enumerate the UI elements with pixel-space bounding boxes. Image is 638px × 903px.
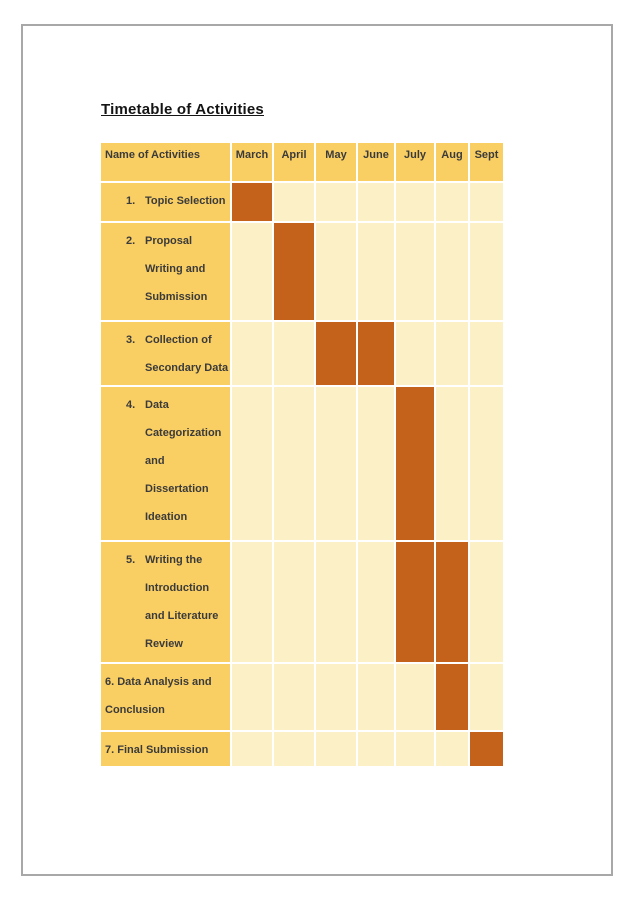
gantt-empty-cell	[396, 322, 434, 385]
gantt-empty-cell	[316, 223, 356, 320]
activity-label-text: Proposal Writing and Submission	[145, 223, 230, 311]
gantt-empty-cell	[470, 387, 503, 540]
activity-label-cell: 3. Collection of Secondary Data	[101, 322, 230, 385]
gantt-empty-cell	[316, 542, 356, 662]
activity-label-text: Writing the Introduction and Literature Rev…	[145, 542, 230, 658]
activity-label-text: 7. Final Submission	[101, 732, 230, 764]
gantt-empty-cell	[232, 322, 272, 385]
gantt-empty-cell	[358, 223, 394, 320]
gantt-empty-cell	[436, 732, 468, 766]
gantt-empty-cell	[358, 664, 394, 730]
activity-label-line: Data	[145, 399, 169, 411]
gantt-empty-cell	[274, 322, 314, 385]
activity-label-line: Writing the	[145, 554, 203, 566]
gantt-empty-cell	[358, 732, 394, 766]
gantt-empty-cell	[232, 732, 272, 766]
gantt-bar-cell	[358, 322, 394, 385]
gantt-bar-cell	[436, 542, 468, 662]
column-header-name-of-activities: Name of Activities	[101, 143, 230, 181]
gantt-bar-cell	[436, 664, 468, 730]
column-header-july: July	[396, 143, 434, 181]
activity-label-line: Introduction	[145, 582, 210, 594]
activity-label-line: 6. Data Analysis and	[105, 676, 212, 688]
activity-number: 3.	[126, 334, 136, 346]
activity-label-line: Review	[145, 638, 183, 650]
gantt-empty-cell	[316, 387, 356, 540]
gantt-empty-cell	[232, 387, 272, 540]
gantt-bar-cell	[470, 732, 503, 766]
gantt-empty-cell	[358, 542, 394, 662]
gantt-empty-cell	[436, 223, 468, 320]
gantt-empty-cell	[274, 387, 314, 540]
activity-label-line: Writing and	[145, 263, 206, 275]
document-page: Timetable of Activities Name of Activiti…	[21, 24, 613, 876]
activity-label-text: Data Categorization and Dissertation Ideatio…	[145, 387, 230, 531]
activity-label-cell: 5. Writing the Introduction and Literature R…	[101, 542, 230, 662]
activity-number: 5.	[126, 554, 136, 566]
gantt-empty-cell	[470, 664, 503, 730]
activity-label-line: and Literature	[145, 610, 219, 622]
gantt-empty-cell	[470, 542, 503, 662]
gantt-empty-cell	[232, 664, 272, 730]
gantt-empty-cell	[396, 183, 434, 221]
gantt-empty-cell	[436, 183, 468, 221]
column-header-june: June	[358, 143, 394, 181]
gantt-empty-cell	[274, 664, 314, 730]
gantt-empty-cell	[316, 183, 356, 221]
column-header-march: March	[232, 143, 272, 181]
activity-label-line: Submission	[145, 291, 208, 303]
gantt-empty-cell	[470, 183, 503, 221]
gantt-empty-cell	[274, 542, 314, 662]
activity-label-line: Conclusion	[105, 704, 165, 716]
gantt-empty-cell	[396, 223, 434, 320]
gantt-empty-cell	[396, 664, 434, 730]
activity-label-cell: 4. Data Categorization and Dissertation Ideat…	[101, 387, 230, 540]
activity-number: 2.	[126, 235, 136, 247]
gantt-bar-cell	[316, 322, 356, 385]
gantt-empty-cell	[232, 542, 272, 662]
activity-label-cell: 2. Proposal Writing and Submission	[101, 223, 230, 320]
gantt-empty-cell	[358, 387, 394, 540]
activity-label-line: Categorization	[145, 427, 222, 439]
column-header-april: April	[274, 143, 314, 181]
gantt-empty-cell	[316, 664, 356, 730]
gantt-empty-cell	[274, 732, 314, 766]
activity-label-cell: 7. Final Submission	[101, 732, 230, 766]
gantt-bar-cell	[396, 387, 434, 540]
gantt-empty-cell	[470, 223, 503, 320]
activity-label-line: Collection of	[145, 334, 212, 346]
activity-label-line: Topic Selection	[145, 195, 226, 207]
activity-number: 1.	[126, 195, 136, 207]
activity-label-text: 6. Data Analysis and Conclusion	[101, 664, 230, 724]
activity-label-cell: 1. Topic Selection	[101, 183, 230, 221]
gantt-empty-cell	[436, 387, 468, 540]
gantt-bar-cell	[274, 223, 314, 320]
column-header-sept: Sept	[470, 143, 503, 181]
gantt-empty-cell	[358, 183, 394, 221]
activity-label-line: Proposal	[145, 235, 193, 247]
column-header-may: May	[316, 143, 356, 181]
gantt-bar-cell	[396, 542, 434, 662]
gantt-empty-cell	[396, 732, 434, 766]
activity-label-line: 7. Final Submission	[105, 744, 209, 756]
activity-label-line: Secondary Data	[145, 362, 229, 374]
gantt-empty-cell	[470, 322, 503, 385]
gantt-empty-cell	[316, 732, 356, 766]
activity-label-line: Dissertation	[145, 483, 209, 495]
gantt-empty-cell	[232, 223, 272, 320]
activity-number: 4.	[126, 399, 136, 411]
activity-label-text: Collection of Secondary Data	[145, 322, 230, 382]
activity-label-line: Ideation	[145, 511, 188, 523]
activity-label-text: Topic Selection	[145, 183, 230, 215]
page-title: Timetable of Activities	[101, 101, 264, 118]
gantt-bar-cell	[232, 183, 272, 221]
gantt-empty-cell	[274, 183, 314, 221]
activity-label-cell: 6. Data Analysis and Conclusion	[101, 664, 230, 730]
gantt-table: Name of Activities March April May June July A…	[101, 143, 503, 766]
column-header-aug: Aug	[436, 143, 468, 181]
activity-label-line: and	[145, 455, 165, 467]
gantt-empty-cell	[436, 322, 468, 385]
